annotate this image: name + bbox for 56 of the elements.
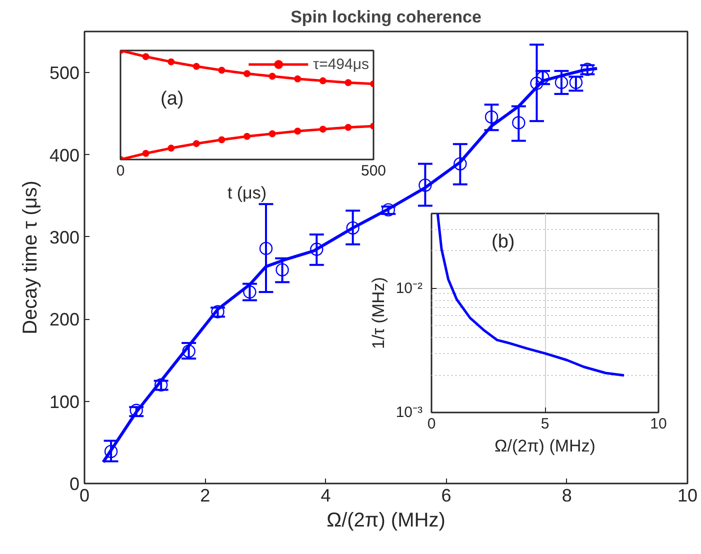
y-axis-title: 1/τ (MHz) [368, 277, 388, 349]
point [168, 144, 175, 152]
x-axis-title: t (μs) [227, 184, 267, 202]
point [418, 178, 432, 192]
point [130, 404, 143, 417]
y-tick-label: 300 [49, 227, 80, 248]
point [319, 77, 326, 84]
point [142, 53, 150, 60]
point [142, 150, 150, 157]
annotation: (b) [492, 232, 515, 252]
point [276, 263, 289, 276]
x-tick-label: 10 [677, 486, 698, 506]
point [244, 70, 250, 78]
x-tick-label: 4 [320, 486, 331, 506]
y-tick-label: 500 [49, 63, 80, 84]
point [512, 116, 526, 130]
point [268, 72, 276, 80]
x-axis-title: Ω/(2π) (MHz) [326, 510, 446, 532]
point [310, 242, 324, 256]
y-axis-title: Decay time τ (μs) [19, 180, 42, 334]
x-tick-label: 8 [562, 486, 572, 506]
y-tick-label: 10⁻² [396, 280, 423, 297]
x-tick-label: 6 [441, 486, 452, 506]
x-tick-label: 5 [540, 416, 550, 432]
point [259, 242, 273, 256]
point [319, 126, 326, 133]
point [218, 66, 226, 74]
x-tick-label: 10 [650, 416, 667, 432]
point [192, 62, 200, 70]
point [104, 444, 118, 458]
legend-label: τ=494μs [313, 56, 369, 72]
annotation: (a) [160, 88, 184, 110]
point [454, 157, 467, 170]
point [244, 132, 250, 140]
point [168, 58, 175, 66]
y-tick-label: 400 [49, 145, 80, 166]
point [554, 76, 568, 90]
x-tick-label: 0 [427, 416, 436, 432]
x-tick-label: 2 [200, 486, 210, 506]
chart-title: Spin locking coherence [290, 8, 482, 26]
point [382, 203, 396, 216]
y-tick-label: 200 [49, 310, 80, 330]
point [484, 110, 498, 124]
point [192, 140, 200, 148]
y-tick-label: 100 [49, 392, 80, 412]
point [346, 221, 360, 235]
point [344, 79, 352, 86]
line-series [436, 214, 626, 377]
point [294, 128, 302, 135]
point [268, 130, 276, 138]
x-axis-title: Ω/(2π) (MHz) [494, 436, 596, 456]
point [182, 344, 196, 358]
point [218, 136, 226, 144]
point [294, 75, 302, 82]
y-tick-label: 10⁻³ [396, 404, 423, 421]
point [344, 124, 352, 131]
